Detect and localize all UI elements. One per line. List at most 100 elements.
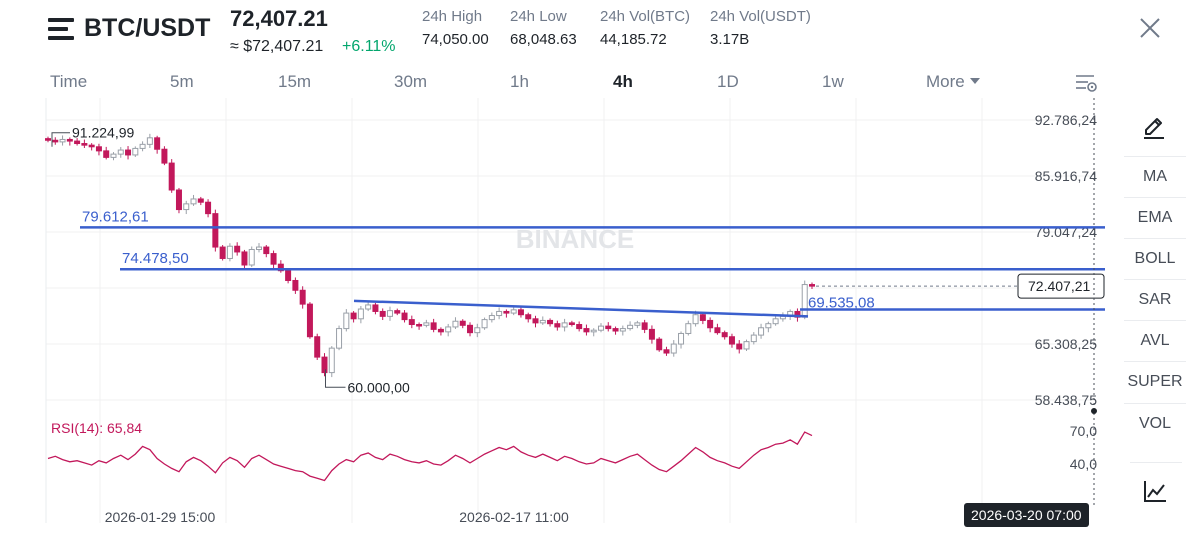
- candle-body: [212, 213, 219, 248]
- indicator-avl[interactable]: AVL: [1124, 320, 1186, 360]
- horizontal-line-label: 69.535,08: [808, 295, 875, 312]
- tab-1d[interactable]: 1D: [717, 72, 739, 91]
- chevron-down-icon: [969, 78, 980, 84]
- rsi-level-label: 70,0: [1070, 423, 1097, 439]
- indicator-ma[interactable]: MA: [1124, 156, 1186, 196]
- high-marker-line: [51, 132, 70, 147]
- candle-body: [568, 322, 575, 326]
- candle-body: [583, 328, 590, 333]
- candle-body: [765, 323, 772, 329]
- candle-body: [270, 253, 277, 265]
- candle-body: [707, 319, 714, 329]
- pair-menu-icon[interactable]: [48, 18, 74, 40]
- candle-body: [721, 332, 728, 338]
- last-price: 72,407.21: [230, 6, 328, 31]
- pencil-icon[interactable]: [1140, 114, 1168, 142]
- candle-body: [430, 322, 437, 330]
- stat-label: 24h Low: [510, 8, 567, 25]
- candle-body: [52, 139, 59, 143]
- indicator-ema[interactable]: EMA: [1124, 197, 1186, 237]
- indicator-sar[interactable]: SAR: [1124, 279, 1186, 319]
- timeframe-bar: Time 5m 15m 30m 1h 4h 1D 1w More: [0, 66, 1110, 98]
- candle-body: [547, 319, 554, 325]
- candle-body: [74, 140, 81, 145]
- indicator-super[interactable]: SUPER: [1124, 361, 1186, 401]
- candle-body: [408, 319, 415, 326]
- candle-body: [554, 323, 561, 328]
- rsi-line: [47, 431, 813, 482]
- candle-body: [197, 198, 204, 203]
- stat-value: 3.17B: [710, 31, 750, 48]
- candle-body: [306, 303, 313, 338]
- candle-body: [132, 147, 139, 156]
- horizontal-line-label: 74.478,50: [122, 250, 189, 267]
- tab-5m[interactable]: 5m: [170, 72, 194, 91]
- tab-30m[interactable]: 30m: [394, 72, 428, 91]
- indicator-boll[interactable]: BOLL: [1124, 238, 1186, 278]
- candle-body: [125, 149, 132, 156]
- candle-body: [183, 203, 190, 211]
- candle-body: [736, 343, 743, 350]
- rsi-level-label: 40,0: [1070, 456, 1097, 472]
- low-label: 60.000,00: [347, 379, 409, 395]
- candle-body: [525, 314, 532, 320]
- tab-15m[interactable]: 15m: [278, 72, 312, 91]
- candle-body: [474, 327, 481, 334]
- chart-settings-icon[interactable]: [1074, 72, 1098, 94]
- candle-body: [146, 137, 153, 145]
- candle-body: [605, 325, 612, 330]
- pair-title[interactable]: BTC/USDT: [84, 14, 211, 42]
- indicator-vol[interactable]: VOL: [1124, 403, 1186, 443]
- horizontal-lines[interactable]: 79.612,61 74.478,50 69.535,08: [80, 208, 1105, 312]
- stat-24h-low: 24h Low 68,048.63: [510, 8, 577, 48]
- stat-label: 24h Vol(BTC): [600, 8, 691, 25]
- price-axis: 92.786,2485.916,7479.047,2472.177,7465.3…: [1035, 112, 1097, 408]
- candle-body: [758, 327, 765, 336]
- time-tick-label: 2026-01-29 15:00: [105, 509, 216, 525]
- candle-body: [81, 143, 88, 146]
- candle-body: [634, 322, 641, 326]
- candle-body: [277, 263, 284, 272]
- tab-1h[interactable]: 1h: [510, 72, 529, 91]
- line-chart-icon[interactable]: [1142, 478, 1168, 504]
- candle-body: [692, 314, 699, 325]
- stat-24h-vol-usdt: 24h Vol(USDT) 3.17B: [710, 8, 811, 48]
- candle-body: [772, 318, 779, 325]
- candle-body: [539, 319, 546, 324]
- candle-body: [467, 324, 474, 334]
- candle-body: [445, 326, 452, 333]
- candle-body: [619, 328, 626, 332]
- trendline[interactable]: [353, 299, 809, 318]
- current-price-tag-text: 72.407,21: [1028, 278, 1090, 294]
- tab-time[interactable]: Time: [50, 72, 88, 91]
- price-tick-label: 85.916,74: [1035, 168, 1097, 184]
- crosshair-time-tag: 2026-03-20 07:00: [964, 503, 1089, 527]
- candle-body: [365, 304, 372, 310]
- candle-body: [59, 138, 66, 143]
- candle-body: [750, 334, 757, 343]
- candle-body: [139, 143, 146, 149]
- candle-body: [656, 338, 663, 351]
- candle-body: [110, 153, 117, 158]
- candle-body: [219, 246, 226, 259]
- tab-1w[interactable]: 1w: [822, 72, 844, 91]
- candle-body: [321, 356, 328, 374]
- rsi-label: RSI(14): 65,84: [51, 420, 142, 436]
- candle-body: [168, 162, 175, 191]
- candle-body: [590, 329, 597, 333]
- close-icon[interactable]: [1136, 14, 1164, 42]
- candle-body: [612, 328, 619, 332]
- candlestick-series: [45, 133, 815, 378]
- candle-body: [256, 246, 263, 251]
- rsi-axis: 70,0 40,0: [1070, 423, 1097, 472]
- candle-body: [488, 315, 495, 321]
- low-marker-line: [324, 369, 346, 388]
- price-chart[interactable]: BINANCE 92.786,2485.916,7479.047,2472.17…: [0, 98, 1110, 530]
- tab-more[interactable]: More: [926, 72, 980, 92]
- tab-4h[interactable]: 4h: [613, 72, 633, 91]
- candle-body: [663, 349, 670, 354]
- candle-body: [372, 304, 379, 312]
- candle-body: [328, 347, 335, 374]
- stat-value: 68,048.63: [510, 31, 577, 48]
- candle-body: [95, 146, 102, 152]
